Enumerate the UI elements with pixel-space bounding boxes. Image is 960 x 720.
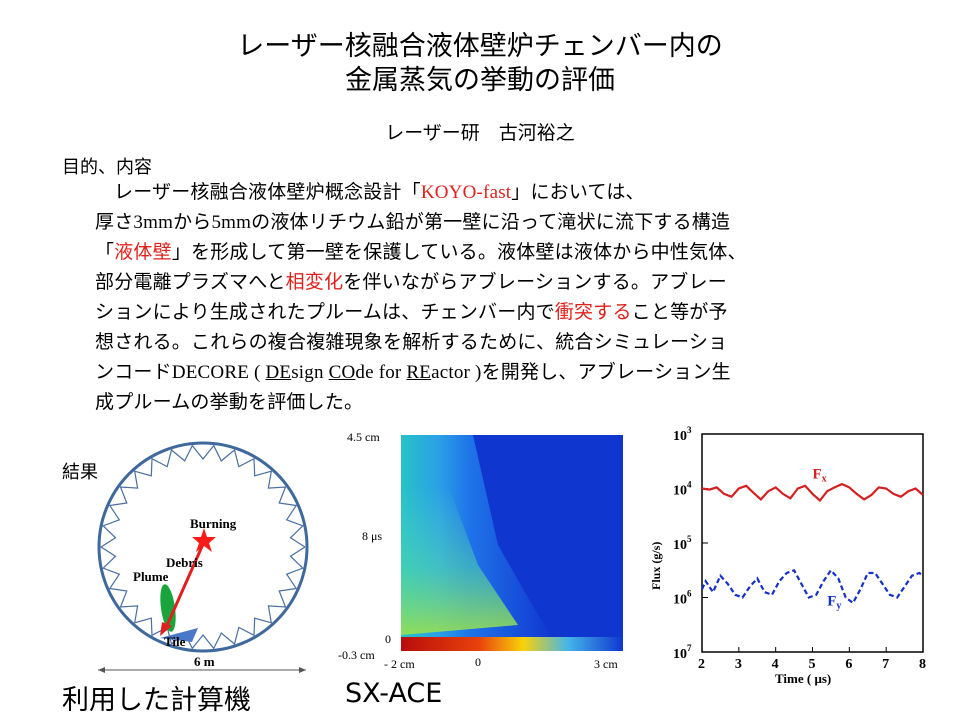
computer-label: 利用した計算機	[62, 685, 251, 716]
results-heading: 結果	[62, 462, 98, 483]
label-burning: Burning	[190, 516, 237, 531]
chamber-outer-wall	[97, 441, 309, 653]
series-line-fy	[700, 568, 924, 605]
heatmap-y-time: 8 μs	[362, 529, 382, 543]
y-tick-label: 106	[673, 589, 692, 608]
heatmap-x-right: 3 cm	[594, 657, 618, 671]
author: レーザー研 古河裕之	[385, 122, 575, 144]
x-tick-label: 5	[809, 657, 816, 672]
plume-shape	[160, 584, 176, 632]
purpose-line-8: 成プルームの挙動を評価した。	[95, 391, 364, 413]
x-tick-label: 2	[698, 657, 705, 672]
y-tick-label: 107	[673, 643, 692, 662]
purpose-line-6: 想される。これらの複合複雑現象を解析するために、統合シミュレーショ	[95, 331, 728, 353]
x-tick-label: 6	[845, 657, 852, 672]
debris-arrow	[163, 541, 206, 631]
title-line-2: 金属蒸気の挙動の評価	[345, 65, 615, 96]
label-plume: Plume	[133, 569, 169, 584]
heatmap-y-bottom: -0.3 cm	[338, 648, 375, 662]
purpose-line-2: 厚さ3mmから5mmの液体リチウム鉛が第一壁に沿って滝状に流下する構造	[95, 211, 731, 233]
title-line-1: レーザー核融合液体壁炉チェンバー内の	[237, 31, 723, 62]
purpose-line-3: 「液体壁」を形成して第一壁を保護している。液体壁は液体から中性気体、	[95, 241, 747, 263]
flux-y-axis-label: Flux (g/s)	[649, 542, 663, 590]
purpose-line-7: ンコードDECORE ( DEsign COde for REactor )を開…	[95, 361, 731, 383]
purpose-heading: 目的、内容	[62, 157, 152, 178]
label-tile: Tile	[164, 634, 186, 649]
tile-shape	[160, 628, 198, 642]
x-tick-label: 3	[735, 657, 742, 672]
y-tick-label: 105	[673, 534, 692, 553]
purpose-line-4: 部分電離プラズマへと相変化を伴いながらアブレーションする。アブレー	[95, 271, 727, 293]
purpose-line-5: ションにより生成されたプルームは、チェンバー内で衝突すること等が予	[95, 301, 728, 323]
debris-arrowhead	[160, 622, 172, 636]
computer-name: SX-ACE	[345, 678, 443, 709]
flux-plot-frame	[701, 433, 924, 653]
x-tick-label: 4	[772, 657, 779, 672]
label-width: 6 m	[194, 654, 215, 669]
series-line-fx	[701, 482, 924, 503]
purpose-line-1: レーザー核融合液体壁炉概念設計「KOYO-fast」においては、	[114, 181, 645, 203]
label-debris: Debris	[166, 555, 203, 570]
burning-star	[192, 528, 216, 552]
y-tick-label: 104	[673, 480, 692, 499]
heatmap-y-top: 4.5 cm	[347, 430, 380, 444]
heatmap-x-left: - 2 cm	[384, 657, 415, 671]
chamber-zigzag-wall	[99, 444, 306, 650]
heatmap-y-zero: 0	[385, 632, 391, 646]
heatmap-x-zero: 0	[475, 655, 481, 669]
chamber-diagram: Burning Debris Plume Tile 6 m	[97, 441, 309, 673]
x-tick-label: 8	[919, 657, 926, 672]
x-tick-label: 7	[882, 657, 889, 672]
heatmap-plot: 4.5 cm 8 μs 0 -0.3 cm - 2 cm 0 3 cm	[338, 430, 623, 671]
y-tick-label: 103	[673, 425, 692, 444]
flux-x-axis-label: Time ( μs)	[775, 671, 831, 686]
